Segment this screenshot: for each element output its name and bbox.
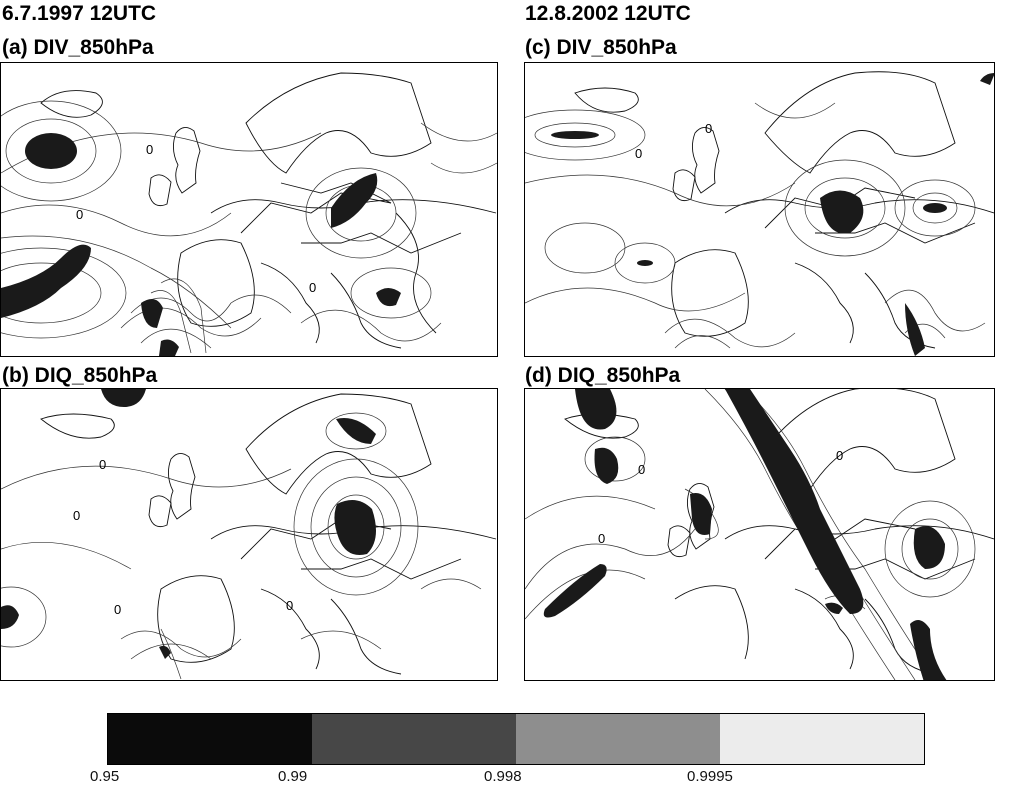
significant-regions — [1, 133, 401, 356]
contour-zero-label: 0 — [309, 280, 316, 295]
contour-lines — [1, 412, 482, 680]
colorbar-tick-label: 0.95 — [90, 768, 120, 785]
coastline-outline — [40, 72, 497, 349]
panel-c-title: (c) DIV_850hPa — [525, 36, 677, 59]
contour-zero-label: 0 — [286, 598, 293, 613]
contour-zero-label: 0 — [99, 457, 106, 472]
colorbar-tick-label: 0.9995 — [687, 768, 733, 785]
panel-b-title: (b) DIQ_850hPa — [2, 364, 158, 387]
left-date-heading: 6.7.1997 12UTC — [2, 2, 157, 25]
panel-a-title: (a) DIV_850hPa — [2, 36, 154, 59]
colorbar-tick-label: 0.998 — [484, 768, 522, 785]
colorbar-segment — [312, 714, 516, 764]
colorbar-segment — [108, 714, 312, 764]
contour-zero-label: 0 — [705, 121, 712, 136]
colorbar — [107, 713, 925, 765]
contour-lines — [525, 102, 986, 349]
panel-d-title: (d) DIQ_850hPa — [525, 364, 681, 387]
contour-zero-label: 0 — [114, 602, 121, 617]
contour-zero-label: 0 — [635, 146, 642, 161]
panel-b-map: 0 0 0 0 — [0, 388, 498, 681]
contour-zero-label: 0 — [638, 462, 645, 477]
panel-d-map: 0 0 0 — [524, 388, 995, 681]
contour-zero-label: 0 — [146, 142, 153, 157]
contour-lines — [1, 100, 497, 354]
significant-regions — [543, 389, 947, 680]
colorbar-segment — [516, 714, 720, 764]
contour-zero-label: 0 — [598, 531, 605, 546]
colorbar-segment — [720, 714, 924, 764]
panel-a-map: 0 0 0 — [0, 62, 498, 357]
significant-regions — [551, 73, 994, 356]
right-date-heading: 12.8.2002 12UTC — [525, 2, 691, 25]
panel-c-map: 0 0 — [524, 62, 995, 357]
contour-zero-label: 0 — [836, 448, 843, 463]
coastline-outline — [40, 393, 497, 675]
contour-zero-label: 0 — [76, 207, 83, 222]
contour-zero-label: 0 — [73, 508, 80, 523]
significant-regions — [1, 389, 376, 659]
colorbar-tick-label: 0.99 — [278, 768, 308, 785]
